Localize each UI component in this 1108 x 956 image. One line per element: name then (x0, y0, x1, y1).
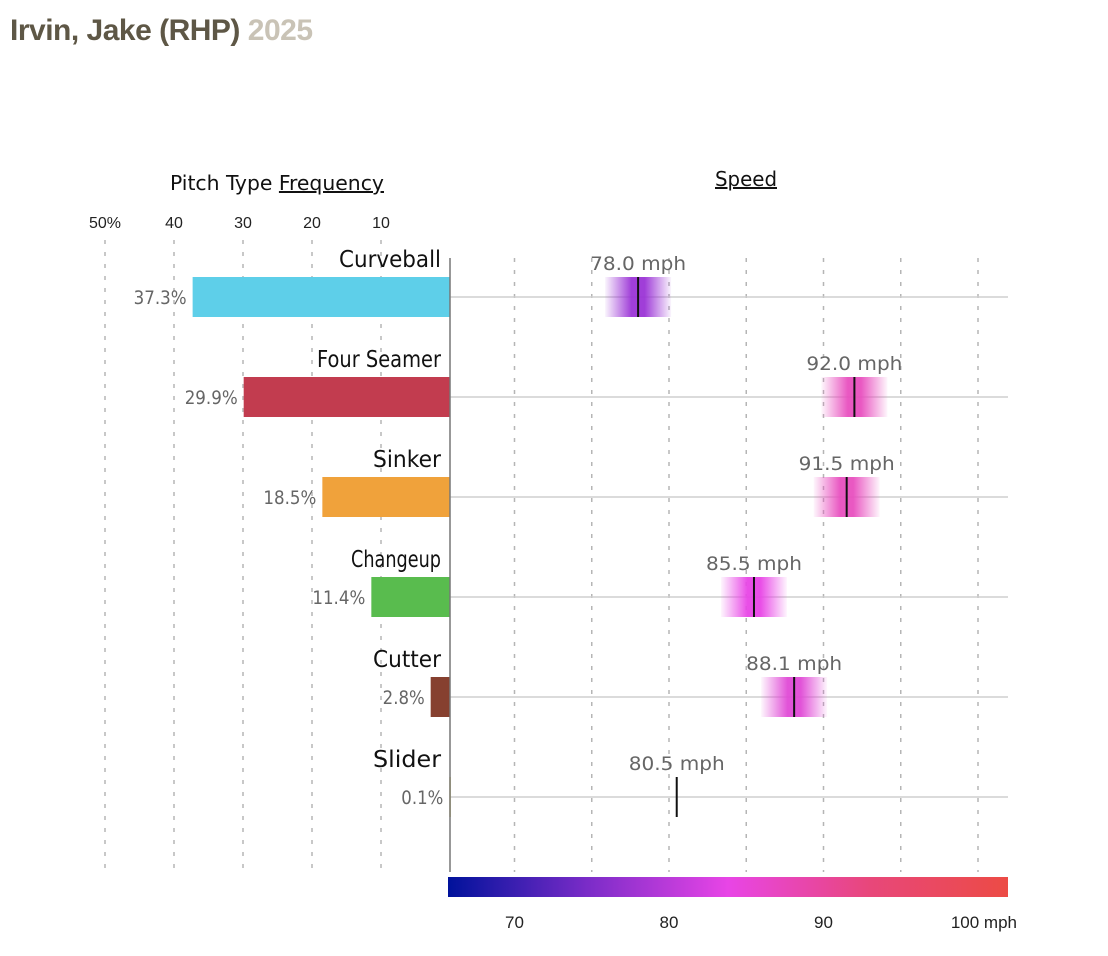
pitch-row: Curveball 37.3% 78.0 mph (134, 247, 1008, 317)
frequency-tick-label: 30 (234, 215, 252, 232)
frequency-tick-label: 40 (165, 215, 183, 232)
frequency-value-label: 0.1% (401, 787, 443, 809)
frequency-tick-label: 10 (372, 215, 390, 232)
chart-title: Irvin, Jake (RHP) 2025 (10, 14, 313, 48)
frequency-bar[interactable] (371, 577, 450, 617)
speed-value-label: 78.0 mph (590, 253, 686, 275)
frequency-title-link[interactable]: Frequency (279, 171, 384, 195)
frequency-value-label: 18.5% (263, 487, 316, 509)
player-name: Irvin, Jake (RHP) (10, 14, 240, 47)
frequency-value-label: 29.9% (185, 387, 238, 409)
speed-value-label: 85.5 mph (706, 553, 802, 575)
frequency-grid (104, 240, 382, 872)
frequency-tick-label: 20 (303, 215, 321, 232)
pitch-row: Slider 0.1% 80.5 mph (373, 747, 1008, 817)
pitch-type-label: Sinker (373, 447, 442, 473)
frequency-title-prefix: Pitch Type (170, 171, 279, 195)
speed-colorbar: 70 80 90 100 mph (448, 877, 1017, 932)
colorbar-tick-label: 100 mph (951, 913, 1017, 932)
season-year: 2025 (247, 14, 313, 47)
frequency-bar[interactable] (192, 277, 450, 317)
pitch-type-label: Curveball (339, 247, 441, 273)
speed-value-label: 80.5 mph (629, 753, 725, 775)
frequency-value-label: 11.4% (312, 587, 365, 609)
frequency-bar[interactable] (243, 377, 450, 417)
pitch-type-label: Four Seamer (317, 347, 441, 373)
frequency-value-label: 2.8% (383, 687, 425, 709)
frequency-bar[interactable] (322, 477, 450, 517)
frequency-tick-labels: 50% 40 30 20 10 (89, 215, 390, 232)
speed-panel-title[interactable]: Speed (715, 167, 777, 191)
frequency-value-label: 37.3% (134, 287, 187, 309)
pitch-row: Cutter 2.8% 88.1 mph (373, 647, 1008, 717)
pitch-type-label: Changeup (351, 547, 441, 573)
frequency-bar[interactable] (430, 677, 450, 717)
pitch-row: Sinker 18.5% 91.5 mph (263, 447, 1008, 517)
colorbar-tick-label: 80 (660, 913, 679, 932)
speed-value-label: 92.0 mph (806, 353, 902, 375)
speed-value-label: 88.1 mph (746, 653, 842, 675)
frequency-tick-label: 50% (89, 215, 121, 232)
pitch-row: Four Seamer 29.9% 92.0 mph (185, 347, 1008, 417)
speed-value-label: 91.5 mph (799, 453, 895, 475)
colorbar-tick-label: 70 (505, 913, 524, 932)
pitch-type-label: Slider (373, 747, 442, 773)
frequency-panel-title: Pitch Type Frequency (170, 171, 384, 195)
colorbar-tick-label: 90 (814, 913, 833, 932)
colorbar-gradient (448, 877, 1008, 897)
pitch-rows: Curveball 37.3% 78.0 mph Four Seamer 29.9% 92… (134, 247, 1008, 817)
pitch-type-label: Cutter (373, 647, 442, 673)
pitch-row: Changeup 11.4% 85.5 mph (312, 547, 1008, 617)
